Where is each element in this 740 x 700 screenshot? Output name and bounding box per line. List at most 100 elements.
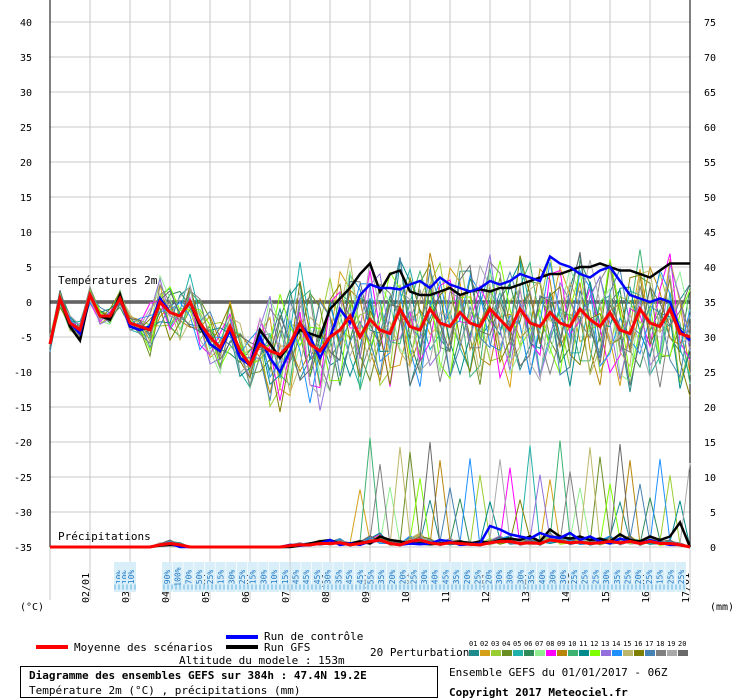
- precip-prob-value: 30%: [227, 570, 236, 585]
- precip-prob-cell: [376, 562, 387, 592]
- x-tick: 02/01: [81, 573, 92, 603]
- legend-gfs: Run GFS: [226, 641, 426, 655]
- perturbation-number: 17: [645, 640, 654, 648]
- perturbation-swatch: [634, 650, 644, 656]
- precip-prob-value: 35%: [527, 570, 536, 585]
- perturbation-swatch: [513, 650, 523, 656]
- precip-prob-value: 20%: [399, 570, 408, 585]
- precip-prob-value: 25%: [238, 570, 247, 585]
- precip-prob-value: 25%: [570, 570, 579, 585]
- precip-prob-cell: [215, 562, 226, 592]
- precip-prob-value: 25%: [581, 570, 590, 585]
- y-left-unit: (°C): [20, 602, 44, 613]
- precip-prob-value: 10%: [115, 570, 124, 585]
- y-left-tick: 25: [20, 123, 32, 134]
- y-right-tick: 10: [704, 473, 716, 484]
- y-left-tick: 40: [20, 18, 32, 29]
- y-left-tick: -35: [14, 543, 32, 554]
- precip-prob-value: 15%: [217, 570, 226, 585]
- y-left-tick: -10: [14, 368, 32, 379]
- perturbation-number: 15: [623, 640, 632, 648]
- y-left-tick: 20: [20, 158, 32, 169]
- precip-prob-cell: [408, 562, 419, 592]
- perturbation-number: 10: [568, 640, 577, 648]
- precip-prob-cell: [194, 562, 205, 592]
- y-right-unit: (mm): [710, 602, 734, 613]
- precip-prob-cell: [676, 562, 686, 592]
- main-series-lines: [48, 254, 692, 549]
- precip-prob-value: 15%: [281, 570, 290, 585]
- precip-prob-value: 45%: [441, 570, 450, 585]
- precip-prob-cell: [590, 562, 601, 592]
- perturbation-swatch: [502, 650, 512, 656]
- precip-prob-cell: [568, 562, 579, 592]
- perturbation-temp-line: [49, 257, 691, 389]
- precip-prob-cell: [419, 562, 429, 592]
- precip-prob-cell: [451, 562, 462, 592]
- precip-prob-cell: [386, 562, 397, 592]
- footer-box: Diagramme des ensembles GEFS sur 384h : …: [20, 666, 438, 698]
- perturbation-number: 04: [502, 640, 511, 648]
- perturbation-temp-line: [49, 259, 691, 398]
- y-left-tick: -5: [20, 333, 32, 344]
- precip-prob-value: 25%: [677, 570, 686, 585]
- precip-prob-cell: [622, 562, 633, 592]
- precip-prob-cell: [290, 562, 301, 592]
- precip-prob-value: 30%: [259, 570, 268, 585]
- precip-prob-value: 90%: [163, 570, 172, 585]
- y-right-tick: 70: [704, 53, 716, 64]
- y-right-tick: 25: [704, 368, 716, 379]
- footer-title: Diagramme des ensembles GEFS sur 384h : …: [29, 669, 367, 682]
- precip-prob-value: 35%: [452, 570, 461, 585]
- precip-prob-value: 45%: [345, 570, 354, 585]
- precip-prob-value: 50%: [195, 570, 204, 585]
- precip-prob-value: 30%: [559, 570, 568, 585]
- moyenne-swatch: [36, 645, 68, 649]
- precip-prob-value: 15%: [249, 570, 258, 585]
- precip-prob-value: 15%: [656, 570, 665, 585]
- perturbation-swatch: [645, 650, 655, 656]
- perturbation-numbers: 01 02 03 04 05 06 07 08 09 10 11 12 13 14 15 16 17 18 19 20: [469, 640, 691, 648]
- precip-prob-value: 25%: [666, 570, 675, 585]
- precip-prob-value: 25%: [623, 570, 632, 585]
- precip-prob-value: 25%: [206, 570, 215, 585]
- precip-prob-cell: [526, 562, 537, 592]
- precip-probability-row: 10%10%10% 90% 100% 70% 50% 25% 15% 30% 25% 15% 30%…: [114, 562, 686, 592]
- perturbation-swatches: [469, 650, 691, 658]
- controle-swatch: [226, 635, 258, 639]
- precip-prob-value: 70%: [184, 570, 193, 585]
- y-right-tick: 60: [704, 123, 716, 134]
- precip-prob-cell: [633, 562, 644, 592]
- precip-prob-cell: [333, 562, 344, 592]
- mean-temp-line: [48, 290, 691, 368]
- precip-prob-cell: [483, 562, 494, 592]
- precip-prob-value: 30%: [549, 570, 558, 585]
- precip-prob-cell: [322, 562, 333, 592]
- y-left-tick: -30: [14, 508, 32, 519]
- precip-prob-cell: [504, 562, 515, 592]
- perturbation-temp-line: [49, 257, 691, 386]
- perturbation-swatch: [568, 650, 578, 656]
- perturbation-swatch: [667, 650, 677, 656]
- y-right-tick: 50: [704, 193, 716, 204]
- precip-prob-value: 30%: [495, 570, 504, 585]
- precip-prob-cell: [247, 562, 258, 592]
- perturbation-number: 16: [634, 640, 643, 648]
- perturbation-number: 03: [491, 640, 500, 648]
- precip-prob-value: 25%: [591, 570, 600, 585]
- precip-prob-value: 35%: [377, 570, 386, 585]
- perturbation-swatch: [656, 650, 666, 656]
- y-left-tick: -20: [14, 438, 32, 449]
- mean-precip-line: [50, 538, 691, 549]
- footer-subtitle: Température 2m (°C) , précipitations (mm…: [29, 684, 301, 697]
- perturbation-swatch: [546, 650, 556, 656]
- precip-prob-value: 20%: [634, 570, 643, 585]
- perturbation-number: 20: [678, 640, 687, 648]
- precip-prob-cell: [601, 562, 612, 592]
- legend-moyenne: Moyenne des scénarios: [36, 641, 296, 655]
- precip-prob-value: 55%: [366, 570, 375, 585]
- precip-prob-value: 30%: [506, 570, 515, 585]
- perturbation-swatch: [535, 650, 545, 656]
- y-left-tick: 5: [26, 263, 32, 274]
